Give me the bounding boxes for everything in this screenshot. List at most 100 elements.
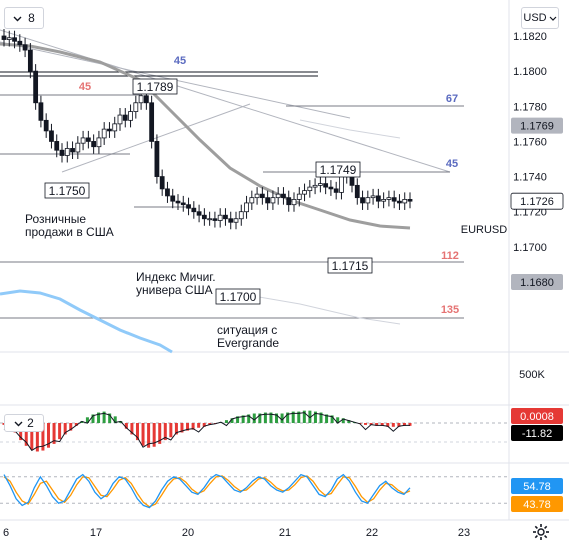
time-tick-label: 23 bbox=[458, 527, 470, 539]
macd-histogram-bar bbox=[85, 417, 89, 423]
annotation-text: универа США bbox=[136, 283, 213, 297]
interval-selector[interactable]: 8 bbox=[4, 7, 44, 29]
level-label: 45 bbox=[174, 55, 186, 67]
price-tick-label: 1.1720 bbox=[513, 207, 547, 219]
candle-body bbox=[54, 141, 60, 151]
candle-body bbox=[259, 193, 265, 199]
price-callout: 1.1789 bbox=[137, 80, 174, 94]
macd-histogram-bar bbox=[24, 423, 28, 446]
level-label: 45 bbox=[79, 81, 91, 93]
candle-body bbox=[101, 128, 107, 139]
candle-body bbox=[339, 176, 344, 193]
macd-histogram-bar bbox=[80, 421, 84, 423]
candle-body bbox=[165, 188, 170, 197]
price-callout-box bbox=[132, 78, 178, 95]
candle-body bbox=[354, 184, 360, 199]
candle-body bbox=[64, 148, 70, 156]
candle-body bbox=[375, 195, 381, 202]
candle-body bbox=[143, 95, 149, 104]
candle-body bbox=[307, 186, 313, 192]
time-tick-label: 17 bbox=[90, 527, 102, 539]
candle-body bbox=[196, 211, 202, 216]
macd-histogram-bar bbox=[313, 411, 317, 423]
annotation-text: Evergrande bbox=[217, 336, 279, 350]
candle-body bbox=[70, 148, 75, 153]
macd-histogram-bar bbox=[308, 410, 312, 423]
candle-body bbox=[159, 176, 165, 190]
candle-body bbox=[170, 195, 176, 202]
candle-body bbox=[391, 197, 397, 202]
macd-histogram-bar bbox=[180, 423, 184, 433]
macd-histogram-bar bbox=[241, 415, 245, 423]
macd-histogram-bar bbox=[108, 413, 112, 423]
macd-histogram-bar bbox=[386, 423, 390, 427]
macd-histogram-bar bbox=[319, 412, 323, 423]
candle-body bbox=[217, 214, 223, 221]
price-badge bbox=[511, 274, 563, 290]
candle-body bbox=[223, 214, 228, 220]
macd-value-label: -11.82 bbox=[522, 428, 552, 440]
symbol-label: EURUSD bbox=[461, 224, 508, 236]
macd-histogram-bar bbox=[52, 423, 56, 444]
candle-body bbox=[207, 218, 213, 221]
chevron-down-icon bbox=[549, 12, 557, 24]
price-badge-label: 1.1680 bbox=[520, 277, 554, 289]
macd-histogram-bar bbox=[258, 413, 262, 423]
candle-body bbox=[244, 202, 249, 213]
candle-body bbox=[360, 197, 365, 204]
gear-icon[interactable] bbox=[531, 522, 551, 542]
price-tick-label: 1.1760 bbox=[513, 136, 547, 148]
price-tick-label: 1.1800 bbox=[513, 66, 547, 78]
price-tick-label: 1.1780 bbox=[513, 101, 547, 113]
candle-body bbox=[180, 202, 186, 206]
macd-histogram-bar bbox=[269, 412, 273, 423]
candle-body bbox=[80, 137, 86, 144]
candle-body bbox=[59, 149, 65, 156]
macd-histogram-bar bbox=[35, 423, 39, 452]
currency-selector[interactable]: USD bbox=[521, 7, 559, 29]
candle-body bbox=[233, 218, 239, 223]
candle-body bbox=[323, 183, 329, 188]
candle-body bbox=[91, 141, 97, 148]
candle-body bbox=[254, 193, 260, 199]
candle-body bbox=[386, 197, 392, 200]
price-callout: 1.1715 bbox=[332, 259, 369, 273]
macd-histogram-bar bbox=[197, 423, 201, 428]
macd-histogram-bar bbox=[208, 423, 212, 425]
macd-histogram-bar bbox=[408, 423, 412, 426]
candle-body bbox=[38, 102, 44, 121]
macd-histogram-bar bbox=[252, 413, 256, 423]
indicator-pane-toggle[interactable]: 2 bbox=[4, 414, 44, 432]
candle-body bbox=[201, 214, 207, 220]
macd-histogram-bar bbox=[58, 423, 62, 440]
candle-body bbox=[122, 114, 128, 121]
macd-histogram-bar bbox=[63, 423, 67, 435]
candle-body bbox=[112, 123, 118, 132]
macd-histogram-bar bbox=[30, 423, 34, 450]
candle-body bbox=[228, 218, 234, 223]
level-label: 67 bbox=[446, 93, 458, 105]
price-callout-box bbox=[44, 182, 90, 199]
chevron-down-icon bbox=[13, 11, 22, 25]
macd-histogram-bar bbox=[135, 423, 139, 441]
macd-histogram-bar bbox=[336, 417, 340, 423]
volume-tick-label: 500K bbox=[519, 369, 545, 381]
macd-histogram-bar bbox=[364, 423, 368, 425]
level-label: 45 bbox=[446, 158, 458, 170]
macd-histogram-bar bbox=[191, 423, 195, 430]
candle-body bbox=[281, 193, 286, 199]
price-tick-label: 1.1700 bbox=[513, 242, 547, 254]
macd-histogram-bar bbox=[141, 423, 145, 446]
stoch-d-line bbox=[3, 475, 411, 508]
trend-line bbox=[0, 29, 451, 173]
level-label: 135 bbox=[441, 304, 459, 316]
macd-histogram-bar bbox=[247, 414, 251, 423]
candle-body bbox=[17, 40, 23, 46]
macd-histogram-bar bbox=[124, 423, 128, 429]
stoch-value-label: 54.78 bbox=[523, 481, 551, 493]
stoch-value-badge bbox=[511, 478, 563, 494]
annotation-text: продажи в США bbox=[25, 225, 114, 239]
macd-histogram-bar bbox=[369, 423, 373, 425]
interval-value: 8 bbox=[28, 11, 35, 25]
